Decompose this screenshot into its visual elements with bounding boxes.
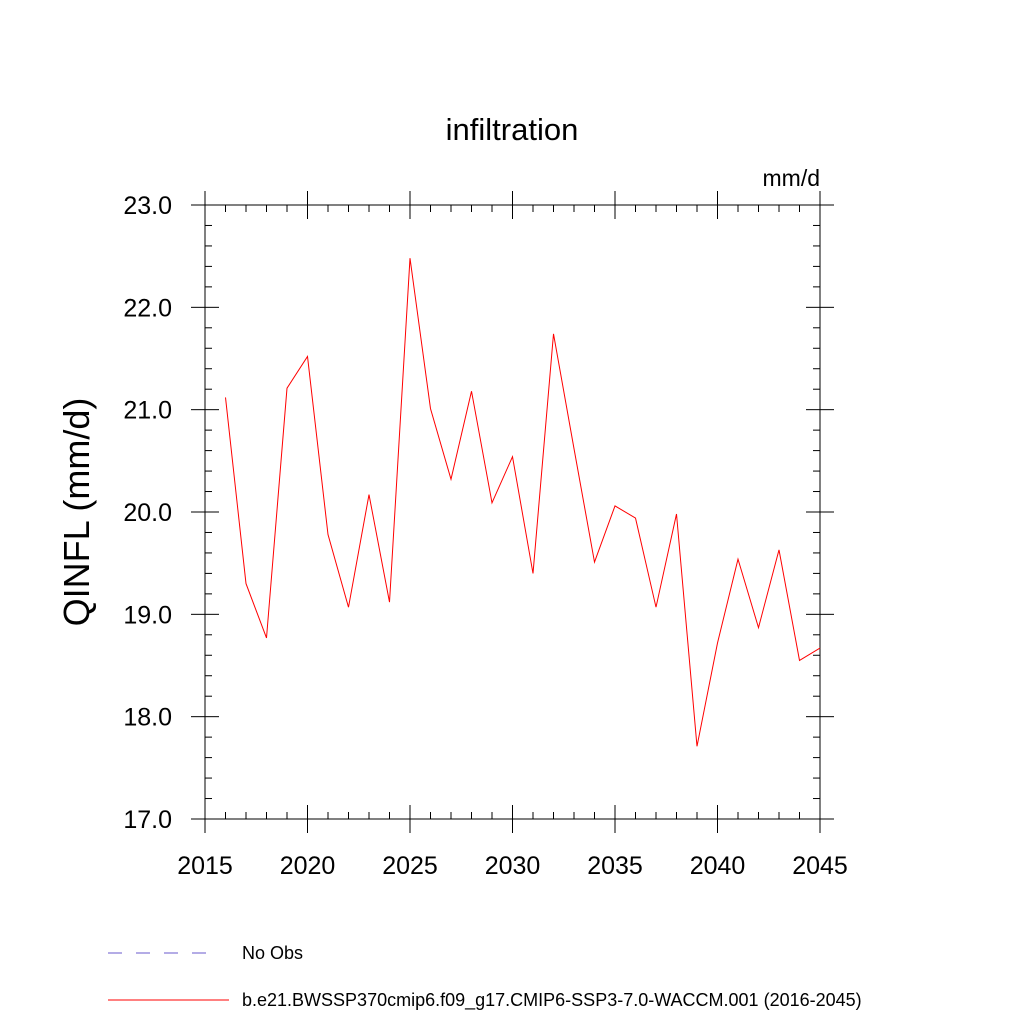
- x-tick-label: 2045: [792, 852, 848, 880]
- x-tick-label: 2030: [485, 852, 541, 880]
- units-label: mm/d: [763, 165, 821, 191]
- chart-title: infiltration: [446, 112, 579, 147]
- axis-ticks: 2015 2020 2025 2030 2035 2040 2045 17.0 18.0 19.0…: [123, 191, 848, 880]
- series-group: [225, 258, 821, 747]
- y-tick-label: 23.0: [123, 192, 172, 220]
- x-tick-label: 2020: [280, 852, 336, 880]
- y-tick-label: 19.0: [123, 601, 172, 629]
- x-tick-label: 2025: [382, 852, 438, 880]
- legend: No Obs b.e21.BWSSP370cmip6.f09_g17.CMIP6-…: [108, 943, 862, 1011]
- y-tick-label: 17.0: [123, 806, 172, 834]
- x-tick-label: 2015: [177, 852, 233, 880]
- y-axis-label: QINFL (mm/d): [56, 398, 97, 627]
- y-tick-label: 21.0: [123, 397, 172, 425]
- plot-frame: [204, 204, 821, 820]
- y-tick-label: 22.0: [123, 294, 172, 322]
- legend-label: b.e21.BWSSP370cmip6.f09_g17.CMIP6-SSP3-7…: [242, 990, 862, 1011]
- x-tick-label: 2035: [587, 852, 643, 880]
- x-tick-label: 2040: [690, 852, 746, 880]
- y-tick-label: 18.0: [123, 704, 172, 732]
- y-tick-label: 20.0: [123, 499, 172, 527]
- legend-label: No Obs: [242, 943, 303, 963]
- series-line: [225, 258, 821, 747]
